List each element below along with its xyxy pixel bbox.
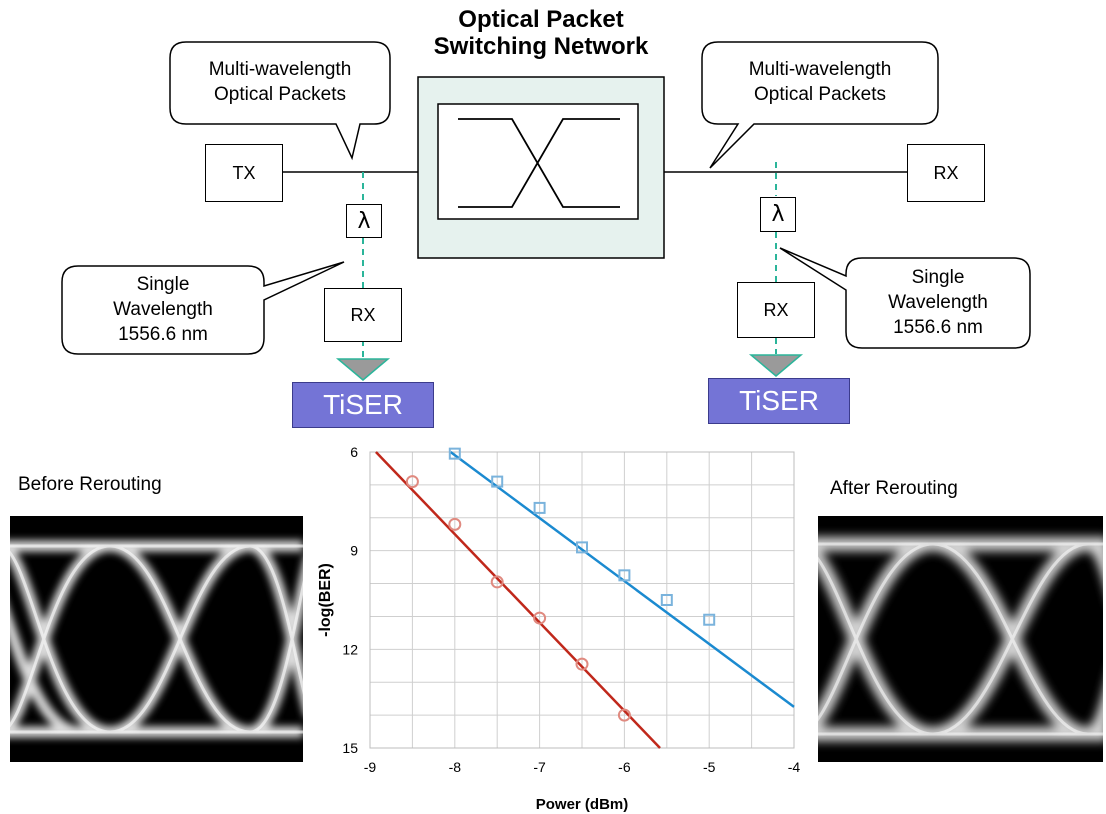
tiser-left: TiSER (292, 382, 434, 428)
plot-area-border (369, 451, 795, 749)
x-tick-label: -9 (364, 759, 377, 775)
callout-left-packets-line2: Optical Packets (214, 84, 346, 105)
eye-diagram-before (10, 516, 303, 762)
callout-left-single: Single Wavelength 1556.6 nm (62, 272, 264, 347)
network-diagram-lines (61, 41, 1031, 381)
x-tick-label: -8 (449, 759, 462, 775)
after-rerouting-label: After Rerouting (830, 478, 958, 499)
red-series-circle-marker (405, 475, 419, 489)
x-tick-labels: -9 -8 -7 -6 -5 -4 (364, 759, 801, 775)
title-line-1: Optical Packet (458, 6, 624, 33)
blue-series-square-marker (618, 569, 631, 582)
fit-lines (375, 450, 795, 749)
x-tick-label: -6 (618, 759, 631, 775)
callout-left-packets-shape (169, 41, 391, 161)
callout-right-single-line2: Wavelength (888, 292, 988, 313)
y-tick-labels: 6 9 12 15 (342, 444, 358, 756)
lambda-filter-right: λ (760, 197, 796, 232)
lambda-filter-left: λ (346, 204, 382, 238)
eye-diagram-after-image (818, 536, 1103, 742)
blue-series-square-marker (703, 613, 716, 626)
red-series-circle-marker (448, 517, 462, 531)
blue-series-square-marker (491, 475, 504, 488)
rx-box-right-drop: RX (737, 282, 815, 338)
eye-diagram-before-image (10, 540, 303, 738)
y-axis-label: -log(BER) (317, 563, 334, 637)
diagram-title: Optical Packet Switching Network (396, 6, 686, 60)
rx-box-left-drop: RX (324, 288, 402, 342)
callout-left-single-line1: Single (136, 274, 190, 295)
eye-diagram-after (818, 516, 1103, 762)
callout-left-single-line3: 1556.6 nm (118, 324, 208, 345)
tiser-right: TiSER (708, 378, 850, 424)
output-triangle-left (335, 358, 391, 381)
callout-right-packets-shape (701, 41, 939, 169)
rx-box-right: RX (907, 144, 985, 202)
title-line-2: Switching Network (433, 33, 649, 60)
y-tick-label: 15 (342, 740, 358, 756)
callout-right-packets: Multi-wavelength Optical Packets (702, 57, 938, 107)
red-series-circle-marker (490, 575, 504, 589)
y-tick-label: 9 (350, 543, 358, 559)
switch-cross-symbol (458, 118, 620, 208)
red-series-circle-marker (617, 708, 631, 722)
blue-series-square-marker (533, 501, 546, 514)
callout-right-packets-line2: Optical Packets (754, 84, 886, 105)
callout-left-single-shape (61, 261, 345, 355)
blue-series-square-marker (660, 594, 673, 606)
red-series-circle-marker (533, 611, 547, 625)
blue-series-square-marker (576, 541, 588, 554)
y-tick-label: 12 (342, 641, 358, 657)
ber-chart: -9 -8 -7 -6 -5 -4 6 9 12 15 Power (dBm) -log(BER… (317, 444, 800, 813)
callout-right-single: Single Wavelength 1556.6 nm (846, 265, 1030, 340)
output-triangle-right (748, 354, 804, 377)
x-tick-label: -7 (533, 759, 546, 775)
chart-grid (369, 451, 795, 749)
data-markers (405, 447, 716, 722)
blue-series-square-marker (448, 447, 461, 460)
before-rerouting-label: Before Rerouting (18, 474, 162, 495)
callout-right-single-line3: 1556.6 nm (893, 317, 983, 338)
red-series-circle-marker (575, 657, 589, 671)
tx-box: TX (205, 144, 283, 202)
callout-right-single-shape (779, 247, 1031, 349)
y-tick-label: 6 (350, 444, 358, 460)
red-series-fit-line (375, 451, 661, 749)
callout-right-single-line1: Single (911, 267, 965, 288)
callout-left-single-line2: Wavelength (113, 299, 213, 320)
callout-right-packets-line1: Multi-wavelength (748, 59, 892, 80)
callout-left-packets: Multi-wavelength Optical Packets (170, 57, 390, 107)
callout-left-packets-line1: Multi-wavelength (208, 59, 352, 80)
x-tick-label: -4 (788, 759, 801, 775)
x-axis-label: Power (dBm) (536, 796, 629, 813)
x-tick-label: -5 (703, 759, 716, 775)
